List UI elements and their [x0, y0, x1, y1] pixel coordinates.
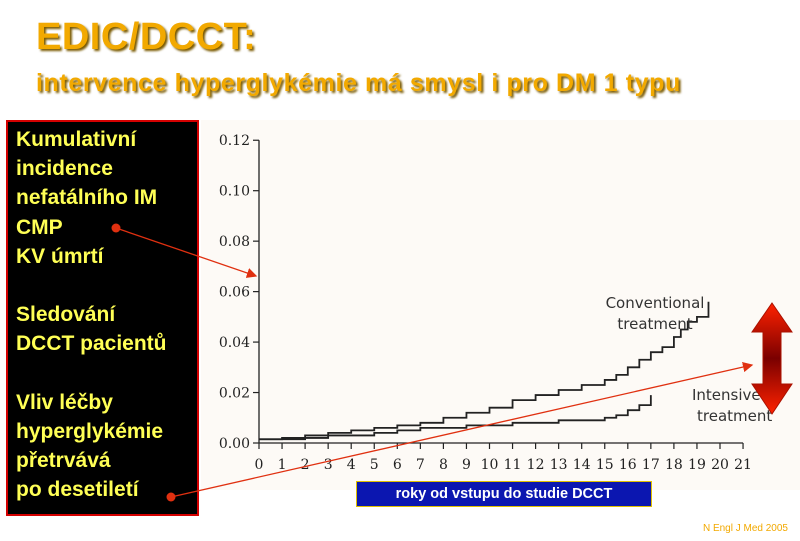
sidebar-line: KV úmrtí — [16, 244, 104, 268]
x-tick-label: 19 — [688, 457, 706, 473]
sidebar-line: incidence — [16, 157, 113, 181]
x-tick-label: 9 — [462, 457, 471, 473]
x-tick-label: 3 — [324, 457, 333, 473]
y-tick-label: 0.04 — [219, 335, 250, 351]
x-tick-label: 10 — [481, 457, 499, 473]
conventional-series-label: Conventional — [606, 294, 705, 312]
x-axis-label: roky od vstupu do studie DCCT — [356, 481, 652, 507]
y-tick-label: 0.10 — [219, 184, 250, 200]
y-tick-label: 0.06 — [219, 285, 250, 301]
slide-title: EDIC/DCCT: — [36, 16, 257, 58]
sidebar-textbox: Kumulativní incidence nefatálního IM CMP KV … — [6, 120, 199, 516]
sidebar-line: hyperglykémie — [16, 420, 164, 443]
x-tick-label: 18 — [665, 457, 683, 473]
annotation-arrow — [170, 361, 754, 498]
x-tick-label: 4 — [347, 457, 356, 473]
sidebar-line: Vliv léčby — [16, 390, 113, 414]
intensive-series-label: treatment — [697, 407, 772, 425]
y-tick-label: 0.12 — [219, 133, 250, 149]
sidebar-line: CMP — [16, 215, 63, 239]
y-tick-label: 0.02 — [219, 386, 250, 402]
y-tick-label: 0.08 — [219, 234, 250, 250]
double-headed-arrow-icon — [751, 302, 793, 415]
x-tick-label: 0 — [255, 457, 264, 473]
x-tick-label: 12 — [527, 457, 545, 473]
x-tick-label: 16 — [619, 457, 637, 473]
y-tick-label: 0.00 — [219, 436, 250, 452]
x-tick-label: 14 — [573, 457, 591, 473]
intensive-series-line — [259, 395, 652, 441]
plot-background — [201, 120, 800, 490]
x-tick-label: 15 — [596, 457, 614, 473]
conventional-series-line — [259, 301, 710, 441]
sidebar-line: přetrvává — [16, 449, 111, 473]
annotation-arrow — [115, 227, 258, 278]
source-citation: N Engl J Med 2005 — [702, 523, 788, 534]
sidebar-line: DCCT pacientů — [16, 332, 167, 356]
sidebar-line: Kumulativní — [16, 128, 137, 151]
sidebar-line: po desetiletí — [16, 478, 139, 502]
x-tick-label: 13 — [550, 457, 568, 473]
x-tick-label: 7 — [416, 457, 425, 473]
slide-subtitle: intervence hyperglykémie má smysl i pro … — [36, 69, 681, 97]
x-tick-label: 5 — [370, 457, 379, 473]
x-tick-label: 20 — [711, 457, 729, 473]
x-tick-label: 6 — [393, 457, 402, 473]
x-tick-label: 17 — [642, 457, 660, 473]
x-tick-label: 2 — [301, 457, 310, 473]
intensive-series-label: Intensive — [692, 386, 761, 404]
sidebar-line: nefatálního IM — [16, 186, 158, 210]
x-tick-label: 1 — [278, 457, 287, 473]
x-tick-label: 21 — [734, 457, 752, 473]
conventional-series-label: treatment — [617, 315, 692, 333]
x-tick-label: 11 — [504, 457, 522, 473]
x-tick-label: 8 — [439, 457, 448, 473]
sidebar-line: Sledování — [16, 303, 116, 327]
